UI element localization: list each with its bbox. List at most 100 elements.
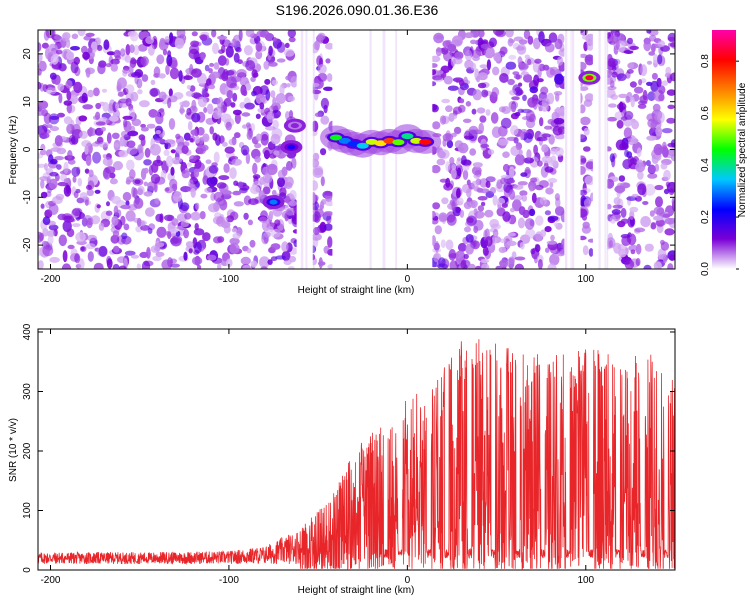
spectrogram-cell <box>169 67 180 80</box>
spectrogram-cell <box>443 75 453 85</box>
spectrogram-cell <box>445 177 451 188</box>
signal-ridge-core <box>401 133 414 140</box>
spectrogram-cell <box>150 245 161 254</box>
spectrogram-cell <box>136 263 141 269</box>
snr-x-label: Height of straight line (km) <box>298 585 415 596</box>
spectrogram-cell <box>122 191 132 202</box>
spectrogram-cell <box>607 57 616 67</box>
spectrogram-cell <box>233 180 239 186</box>
spectrogram-cell <box>476 187 484 193</box>
spectrogram-cell <box>244 102 255 110</box>
spectrogram-cell <box>187 121 193 131</box>
spectrogram-cell <box>658 85 666 95</box>
spectrogram-cell <box>544 210 552 216</box>
spectrogram-cell <box>606 203 612 210</box>
spectrogram-cell <box>499 46 508 55</box>
spectrogram-cell <box>456 188 461 199</box>
spectrogram-cell <box>505 30 514 38</box>
snr-y-tick-label: 300 <box>22 383 33 400</box>
spectrogram-cell <box>110 58 120 65</box>
spectrogram-cell <box>262 173 273 184</box>
spectrogram-cell <box>465 101 472 107</box>
spectrogram-cell <box>657 111 665 124</box>
spectrogram-cell <box>517 217 526 229</box>
spectrogram-cell <box>67 150 73 160</box>
spectrogram-cell <box>485 176 496 183</box>
spectrogram-cell <box>630 249 636 255</box>
spectrogram-cell <box>252 162 258 175</box>
spectrogram-cell <box>216 182 227 189</box>
spectrogram-cell <box>525 110 536 122</box>
spectrogram-cell <box>49 171 59 177</box>
spectrogram-cell <box>161 259 173 269</box>
spectrogram-cell <box>38 81 42 90</box>
spectrogram-cell <box>435 47 442 57</box>
spectrogram-cell <box>62 250 68 263</box>
spectrogram-cell <box>499 259 509 268</box>
spectrogram-cell <box>103 39 110 50</box>
spectrogram-cell <box>628 244 638 252</box>
spectrogram-x-ticks: -200 -100 0 100 <box>40 30 595 285</box>
spectrogram-cell <box>459 98 465 104</box>
spectrogram-cell <box>185 241 194 248</box>
spectrogram-cell <box>538 31 545 43</box>
spectrogram-cell <box>154 138 165 144</box>
spectrogram-cell <box>145 207 155 217</box>
spectrogram-cell <box>50 158 58 165</box>
spectrogram-cell <box>557 154 564 163</box>
spectrogram-cell <box>109 115 119 122</box>
spectrogram-cell <box>430 55 441 63</box>
spectrogram-cell <box>63 178 69 184</box>
spectrogram-cell <box>618 248 627 258</box>
spectrogram-cell <box>440 47 449 55</box>
spectrogram-cell <box>553 222 559 227</box>
spectrogram-cell <box>286 208 295 216</box>
spectrogram-cell <box>143 181 148 187</box>
spectrogram-cell <box>106 258 113 269</box>
spectrogram-cell <box>225 58 230 66</box>
spectrogram-cell <box>155 213 163 222</box>
spectrogram-cell <box>624 149 630 158</box>
spectrogram-cell <box>251 90 257 97</box>
spectrogram-cell <box>461 155 467 166</box>
spectrogram-cell <box>261 232 270 245</box>
spectrogram-cell <box>635 258 641 266</box>
spectrogram-cell <box>459 209 465 218</box>
spectrogram-cell <box>229 167 237 180</box>
spectrogram-cell <box>451 35 463 47</box>
colorbar-tick-label: 0.6 <box>700 106 711 120</box>
spectrogram-cell <box>485 236 493 247</box>
spectrogram-cell <box>475 265 482 269</box>
spectrogram-cell <box>670 139 675 148</box>
spectrogram-cell <box>523 74 533 83</box>
spectrogram-x-tick-label: -100 <box>219 274 239 285</box>
spectrogram-cell <box>238 30 243 42</box>
spectrogram-cell <box>82 51 90 60</box>
spectrogram-cell <box>61 263 72 269</box>
spectrogram-cell <box>534 244 541 253</box>
spectrogram-cell <box>226 76 237 89</box>
spectrogram-cell <box>455 250 466 262</box>
spectrogram-cell <box>137 144 143 154</box>
spectrogram-cell <box>38 260 44 269</box>
spectrogram-cell <box>245 152 251 165</box>
spectrogram-cell <box>123 223 130 231</box>
spectrogram-cell <box>124 250 136 256</box>
spectrogram-cell <box>491 126 502 138</box>
spectrogram-cell <box>616 73 627 81</box>
spectrogram-cell <box>323 223 333 231</box>
spectrogram-cell <box>470 62 477 71</box>
spectrogram-cell <box>451 200 456 212</box>
spectrogram-cell <box>102 167 111 180</box>
spectrogram-cell <box>537 160 543 167</box>
spectrogram-cell <box>72 223 81 228</box>
spectrogram-cell <box>204 187 213 194</box>
spectrogram-cell <box>505 178 515 184</box>
snr-x-tick-label: 0 <box>405 575 411 586</box>
signal-ridge-core <box>330 134 342 141</box>
spectrogram-cell <box>190 40 200 48</box>
spectrogram-cell <box>648 51 656 56</box>
colorbar-gradient <box>712 30 736 269</box>
spectrogram-cell <box>446 140 454 149</box>
